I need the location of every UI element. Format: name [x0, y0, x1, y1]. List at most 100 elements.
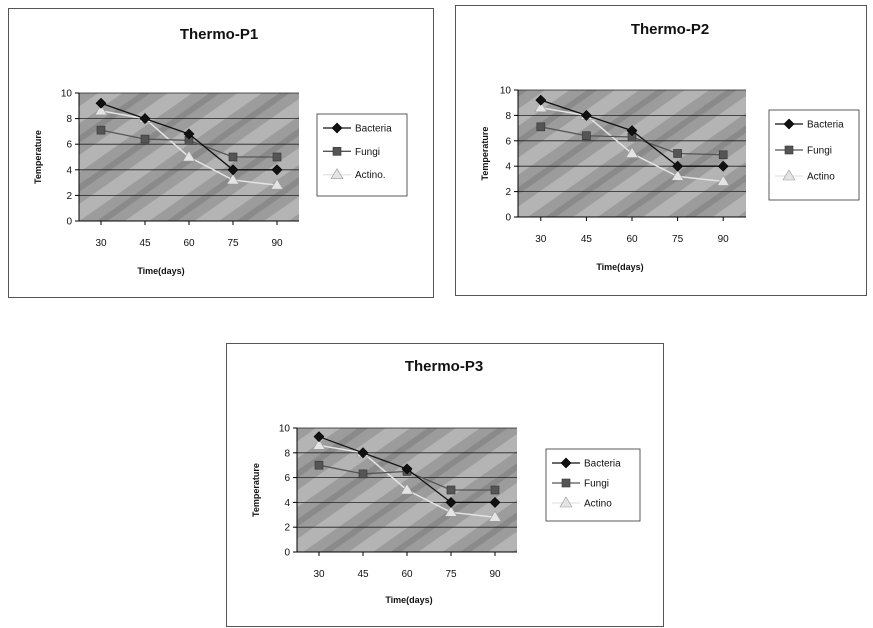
- y-tick-label: 6: [505, 136, 511, 147]
- y-tick-label: 2: [66, 191, 72, 202]
- data-point: [94, 104, 108, 116]
- legend-swatch-marker: [330, 168, 344, 179]
- legend-box: [768, 109, 860, 201]
- data-point: [96, 125, 106, 135]
- data-point: [228, 152, 238, 162]
- legend-swatch-marker: [559, 496, 573, 508]
- x-tick-label: 60: [626, 234, 638, 245]
- series-bacteria: [313, 431, 501, 508]
- x-tick-label: 75: [672, 234, 684, 245]
- legend-swatch-marker: [784, 145, 794, 155]
- y-tick-label: 10: [61, 89, 73, 100]
- data-point: [140, 134, 150, 144]
- y-tick-label: 8: [505, 111, 511, 122]
- data-point: [139, 113, 151, 125]
- x-axis-label: Time(days): [596, 262, 643, 272]
- chart-title: Thermo-P1: [180, 26, 258, 43]
- data-point: [716, 174, 730, 186]
- y-tick-label: 4: [505, 162, 511, 173]
- chart-panel-p1: Thermo-P1 0 2 4 6 8 10 30 45 60 75 90 Time(days) Temp…: [8, 8, 434, 298]
- data-point: [401, 463, 413, 475]
- x-tick-label: 60: [401, 569, 413, 580]
- chart-title: Thermo-P3: [405, 358, 483, 375]
- x-tick-label: 30: [535, 234, 547, 245]
- legend-label: Bacteria: [584, 459, 621, 470]
- data-point: [182, 150, 196, 162]
- x-tick-label: 45: [357, 569, 369, 580]
- data-point: [314, 460, 324, 470]
- y-tick-label: 4: [284, 498, 290, 509]
- x-tick-label: 75: [227, 238, 239, 249]
- legend-swatch-marker: [332, 147, 342, 156]
- data-point: [313, 431, 325, 443]
- legend-label: Bacteria: [807, 120, 844, 131]
- legend-label: Actino.: [355, 170, 386, 181]
- x-tick-label: 90: [489, 569, 501, 580]
- y-tick-label: 0: [505, 213, 511, 224]
- y-tick-label: 2: [505, 187, 511, 198]
- data-point: [535, 94, 547, 106]
- data-point: [445, 496, 457, 508]
- y-tick-label: 0: [66, 217, 72, 228]
- chart-thermo-p2: Thermo-P2 0 2 4 6 8 10 30 45 60 75 90 Time(days) Temp…: [480, 21, 860, 272]
- data-point: [671, 169, 685, 181]
- data-point: [400, 483, 414, 495]
- chart-panel-p2: Thermo-P2 0 2 4 6 8 10 30 45 60 75 90 Time(days) Temp…: [455, 5, 867, 296]
- legend: Bacteria Fungi Actino: [545, 448, 641, 522]
- data-point: [625, 146, 639, 158]
- data-point: [488, 510, 502, 522]
- x-tick-label: 30: [95, 238, 107, 249]
- x-tick-label: 45: [139, 238, 151, 249]
- data-point: [271, 164, 283, 176]
- data-point: [446, 485, 456, 495]
- legend-swatch-marker: [782, 169, 796, 181]
- data-point: [582, 131, 591, 141]
- x-tick-label: 60: [183, 238, 195, 249]
- data-point: [357, 447, 369, 459]
- data-point: [270, 178, 284, 190]
- x-tick-label: 90: [718, 234, 730, 245]
- data-point: [358, 469, 368, 479]
- series-fungi: [96, 125, 282, 162]
- y-tick-label: 8: [284, 448, 290, 459]
- legend-label: Actino: [807, 172, 835, 183]
- data-point: [444, 505, 458, 517]
- x-tick-label: 45: [581, 234, 593, 245]
- data-point: [489, 496, 501, 508]
- data-point: [718, 150, 728, 160]
- y-tick-label: 2: [284, 523, 290, 534]
- legend-swatch-marker: [331, 122, 343, 134]
- chart-panel-p3: Thermo-P3 0 2 4 6 8 10 30 45 60 75 90 Time(days) Temp…: [226, 343, 664, 627]
- legend-swatch-marker: [560, 457, 572, 469]
- legend: Bacteria Fungi Actino.: [316, 113, 408, 197]
- chart-title: Thermo-P2: [631, 21, 709, 38]
- series-bacteria: [535, 94, 729, 172]
- data-point: [183, 128, 195, 140]
- y-axis-label: Temperature: [480, 127, 490, 181]
- legend-label: Actino: [584, 499, 612, 510]
- legend-swatch-marker: [561, 478, 571, 488]
- data-point: [672, 160, 684, 172]
- data-point: [95, 97, 107, 109]
- data-point: [312, 438, 326, 450]
- y-axis-label: Temperature: [251, 463, 261, 517]
- data-point: [717, 160, 729, 172]
- data-point: [272, 152, 282, 162]
- data-point: [534, 101, 548, 113]
- y-tick-label: 6: [66, 140, 72, 151]
- y-tick-label: 4: [66, 165, 72, 176]
- y-tick-label: 10: [500, 86, 512, 97]
- y-tick-label: 8: [66, 114, 72, 125]
- data-point: [673, 149, 682, 158]
- x-tick-label: 90: [271, 238, 283, 249]
- chart-thermo-p1: Thermo-P1 0 2 4 6 8 10 30 45 60 75 90 Time(days) Temp…: [33, 26, 408, 276]
- data-point: [226, 173, 240, 185]
- series-bacteria: [95, 97, 283, 176]
- series-fungi: [536, 122, 728, 160]
- x-tick-label: 75: [445, 569, 457, 580]
- y-tick-label: 0: [284, 548, 290, 559]
- legend-label: Fungi: [807, 146, 832, 157]
- data-point: [227, 164, 239, 176]
- legend-label: Bacteria: [355, 124, 392, 135]
- x-axis-label: Time(days): [137, 266, 184, 276]
